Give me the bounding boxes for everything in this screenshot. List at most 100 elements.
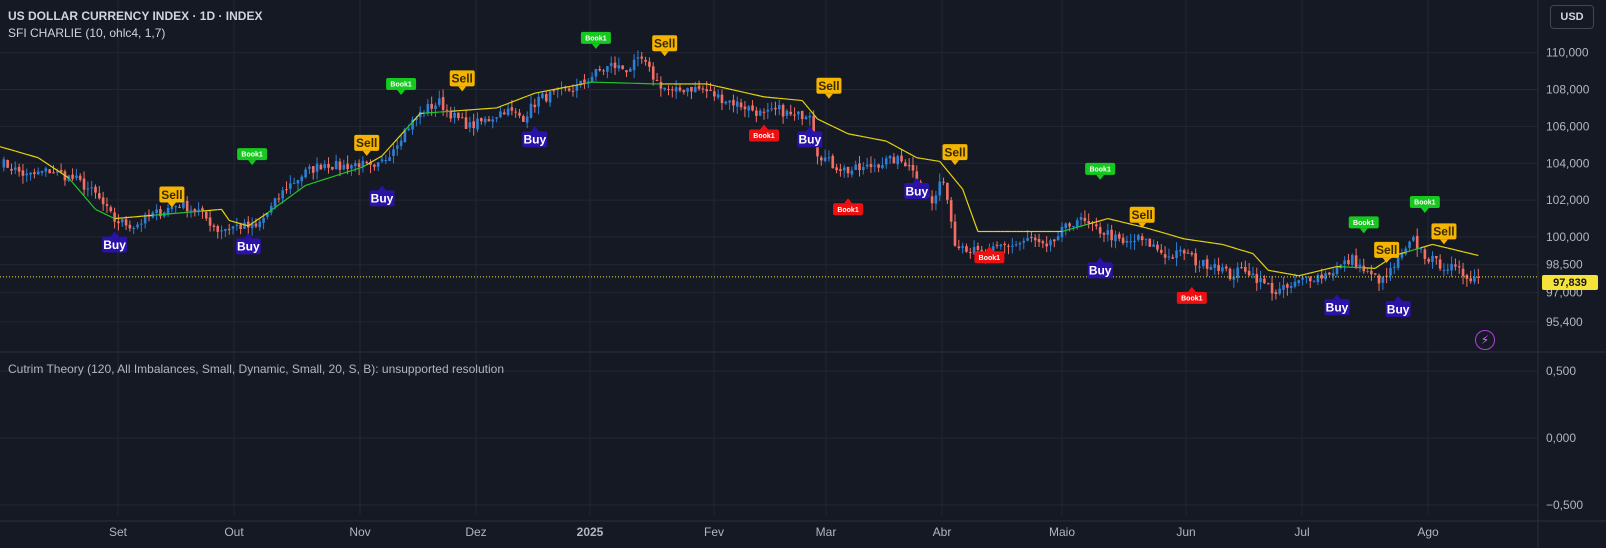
candle (804, 115, 808, 120)
trail-segment (289, 193, 295, 197)
trail-segment (821, 120, 826, 124)
trail-segment (1470, 253, 1475, 256)
candle (1117, 231, 1121, 242)
candle-body (220, 230, 223, 232)
trail-segment (1229, 246, 1235, 249)
candle (495, 116, 498, 123)
candle-body (1266, 283, 1270, 285)
candle (277, 193, 281, 203)
indicator-legend-cutrim[interactable]: Cutrim Theory (120, All Imbalances, Smal… (8, 362, 504, 376)
trail-segment (381, 151, 387, 157)
candle-body (109, 207, 113, 212)
time-tick-label: Abr (933, 525, 952, 539)
buy-label-text: Buy (1326, 301, 1349, 315)
candle-body (1251, 273, 1255, 275)
candle (720, 89, 724, 111)
candle (120, 217, 124, 228)
candle-body (323, 164, 326, 169)
trail-segment (244, 224, 249, 227)
candle (1213, 258, 1217, 275)
trail-segment (584, 82, 589, 85)
candle (315, 157, 319, 180)
candle-body (36, 171, 40, 175)
candle-body (1373, 273, 1377, 275)
trail-segment (224, 214, 230, 221)
trail-segment (526, 94, 532, 97)
book1-green-label-pointer (1420, 208, 1429, 214)
candle-body (1133, 240, 1136, 243)
candle (365, 160, 369, 165)
lightning-icon[interactable]: ⚡ (1475, 330, 1495, 350)
candle-body (1412, 237, 1415, 241)
candle (659, 76, 663, 97)
candle-body (296, 180, 300, 184)
candle (98, 186, 101, 200)
candle-body (338, 161, 342, 170)
candle-body (961, 246, 964, 248)
candle (728, 100, 731, 111)
candle (1293, 273, 1297, 289)
trail-segment (1428, 243, 1433, 247)
buy-label: Buy (369, 185, 395, 207)
book1-green-label: Book1 (237, 148, 268, 166)
candle-body (991, 246, 995, 251)
buy-label-text: Buy (237, 240, 260, 254)
candle-body (476, 118, 479, 130)
trail-segment (91, 204, 96, 210)
candle (1011, 238, 1014, 254)
book1-green-label-pointer (1359, 228, 1368, 234)
candle-body (373, 164, 376, 167)
symbol-title[interactable]: US DOLLAR CURRENCY INDEX · 1D · INDEX (8, 9, 263, 23)
trail-segment (1302, 273, 1307, 276)
candle (548, 90, 552, 107)
candle-body (1324, 273, 1327, 280)
trail-segment (328, 176, 333, 179)
candle-body (1431, 255, 1434, 263)
candle-body (1125, 240, 1129, 243)
indicator-legend-sfi[interactable]: SFI CHARLIE (10, ohlc4, 1,7) (8, 26, 166, 40)
trail-segment (1157, 230, 1162, 233)
candle-body (968, 252, 972, 254)
candle (1312, 279, 1316, 283)
candle-body (1224, 266, 1228, 269)
candle (1217, 257, 1220, 275)
trail-segment (969, 210, 975, 222)
candle-body (361, 160, 365, 168)
candle-body (1244, 267, 1247, 272)
trail-segment (760, 95, 765, 98)
trail-segment (569, 85, 574, 88)
sell-label-pointer (167, 202, 176, 208)
candle-body (1056, 236, 1060, 241)
candle (571, 84, 575, 97)
candle-body (40, 171, 44, 173)
candle-body (434, 105, 437, 110)
buy-label: Buy (1324, 294, 1350, 316)
candle (1156, 241, 1159, 253)
candle-body (1037, 238, 1041, 243)
trail-segment (515, 98, 520, 102)
candle (1435, 255, 1438, 265)
candle-body (1159, 249, 1163, 253)
candle-body (1163, 254, 1167, 258)
candle-body (426, 104, 430, 113)
trail-segment (374, 157, 379, 161)
candle (957, 239, 961, 251)
currency-button[interactable]: USD (1550, 5, 1594, 29)
candle-body (269, 205, 273, 213)
candle-body (586, 81, 590, 83)
buy-label: Buy (797, 126, 823, 148)
trail-segment (18, 151, 24, 154)
sell-label-text: Sell (1376, 243, 1397, 257)
price-tick-label: 104,000 (1546, 156, 1590, 170)
candle-body (728, 100, 731, 103)
trail-segment (404, 125, 410, 131)
trail-segment (1306, 272, 1311, 275)
candle-body (1308, 277, 1312, 282)
candle (743, 101, 747, 118)
candle (537, 91, 540, 115)
trail-segment (706, 83, 711, 86)
candle-body (1396, 257, 1400, 268)
candle-body (415, 117, 418, 121)
